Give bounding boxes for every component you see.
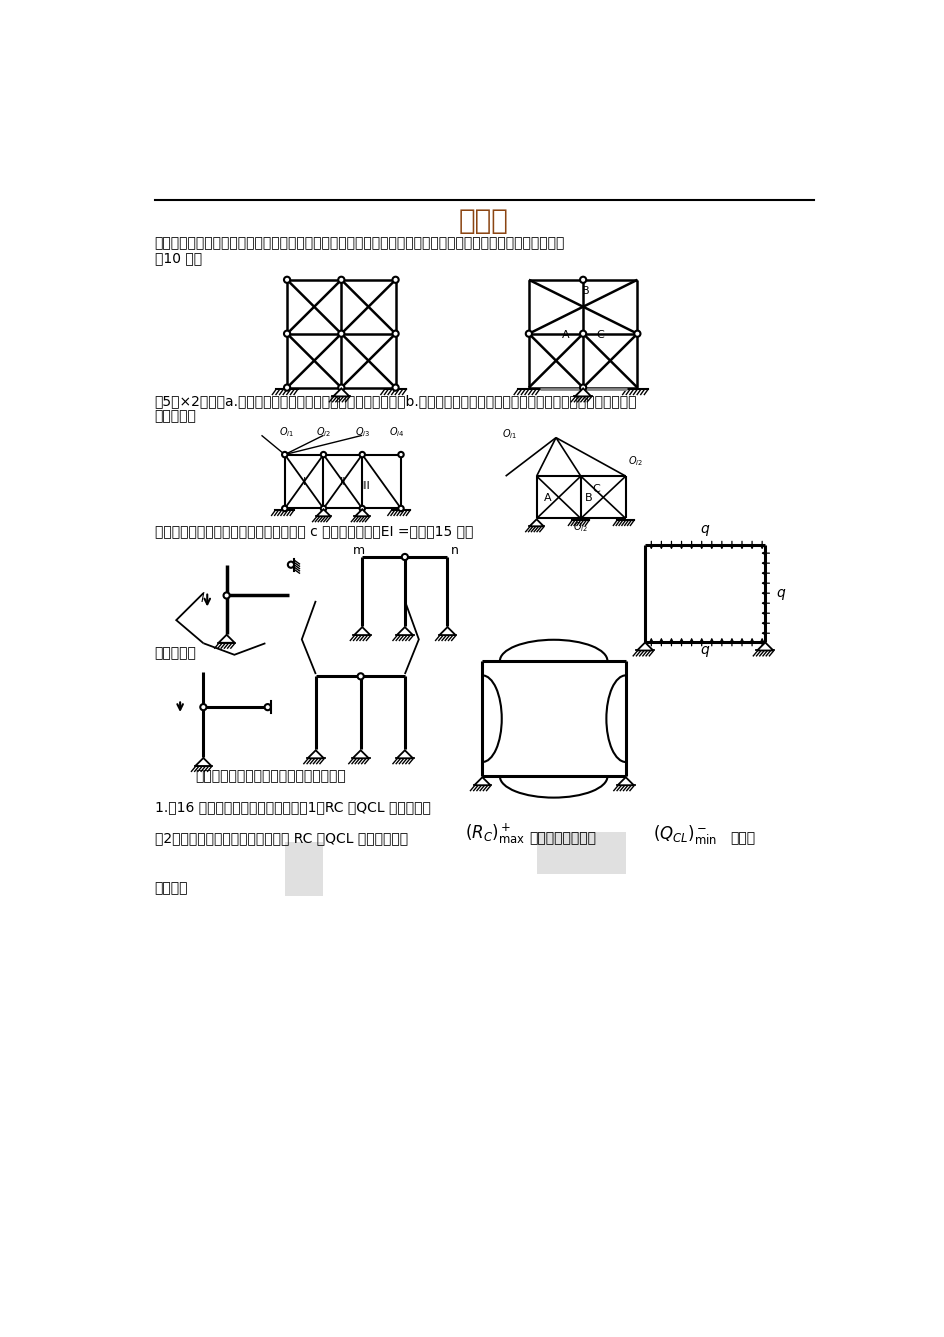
- Text: II: II: [339, 477, 346, 488]
- Polygon shape: [316, 509, 330, 516]
- Circle shape: [284, 385, 290, 390]
- Text: $O_{i1}$: $O_{i1}$: [501, 428, 516, 441]
- Polygon shape: [333, 388, 349, 396]
- Polygon shape: [284, 842, 323, 896]
- Text: （正号最大値）和: （正号最大値）和: [529, 832, 596, 845]
- Text: （5分×2）解：a.几何瞬变体系（用三刚片法则，三铰共线）；b.几何不变体系且无多余约束（体系内部用三刚片法则，三铰: （5分×2）解：a.几何瞬变体系（用三刚片法则，三铰共线）；b.几何不变体系且无…: [155, 394, 636, 408]
- Polygon shape: [439, 627, 455, 635]
- Circle shape: [338, 277, 344, 283]
- Text: 不共线）；: 不共线）；: [155, 409, 196, 422]
- Circle shape: [288, 562, 294, 568]
- Polygon shape: [636, 643, 652, 651]
- Text: 教育资料: 教育资料: [155, 881, 188, 894]
- Text: C: C: [592, 484, 599, 493]
- Text: A: A: [544, 493, 551, 503]
- Circle shape: [264, 705, 271, 710]
- Circle shape: [392, 277, 398, 283]
- Polygon shape: [218, 635, 234, 643]
- Text: I: I: [302, 477, 306, 488]
- Text: B: B: [581, 286, 589, 295]
- Polygon shape: [474, 777, 490, 785]
- Circle shape: [320, 505, 326, 511]
- Text: q: q: [700, 523, 708, 536]
- Circle shape: [392, 385, 398, 390]
- Text: $(R_C)_{\max}^+$: $(R_C)_{\max}^+$: [464, 822, 524, 846]
- Text: $O_{i3}$: $O_{i3}$: [354, 425, 369, 439]
- Circle shape: [224, 592, 229, 599]
- Circle shape: [397, 452, 403, 457]
- Polygon shape: [617, 777, 633, 785]
- Polygon shape: [575, 388, 591, 396]
- Polygon shape: [536, 832, 625, 874]
- Circle shape: [284, 330, 290, 337]
- Polygon shape: [396, 750, 413, 758]
- Text: A: A: [562, 329, 569, 340]
- Circle shape: [281, 505, 287, 511]
- Circle shape: [200, 705, 206, 710]
- Polygon shape: [354, 627, 370, 635]
- Text: 参考答案：: 参考答案：: [155, 646, 196, 660]
- Text: $(Q_{CL})_{\min}^-$: $(Q_{CL})_{\min}^-$: [652, 822, 716, 846]
- Circle shape: [284, 277, 290, 283]
- Text: n: n: [451, 544, 459, 558]
- Polygon shape: [308, 750, 324, 758]
- Circle shape: [580, 385, 585, 390]
- Text: C: C: [596, 329, 603, 340]
- Text: q: q: [775, 586, 784, 600]
- Polygon shape: [756, 643, 772, 651]
- Circle shape: [320, 452, 326, 457]
- Text: （2）在图示移动荷载作用下，利用 RC 、QCL 的影响线，求: （2）在图示移动荷载作用下，利用 RC 、QCL 的影响线，求: [155, 832, 407, 845]
- Text: 试卷一: 试卷一: [459, 206, 508, 234]
- Text: B: B: [584, 493, 592, 503]
- Text: 1.（16 分）对于图示体系，试求：（1）RC 、QCL 的影响线；: 1.（16 分）对于图示体系，试求：（1）RC 、QCL 的影响线；: [155, 801, 430, 814]
- Text: $O_{i2}$: $O_{i2}$: [628, 455, 643, 468]
- Text: （10 分）: （10 分）: [155, 251, 201, 265]
- Text: $O_{i4}$: $O_{i4}$: [389, 425, 404, 439]
- Text: 三、计算题（应有主要计算过程和步骤）: 三、计算题（应有主要计算过程和步骤）: [195, 769, 346, 783]
- Text: l: l: [201, 592, 204, 604]
- Text: 二、画出图示结构弯矩图的形状。其中图 c 各杆件长相等，EI =常数（15 分）: 二、画出图示结构弯矩图的形状。其中图 c 各杆件长相等，EI =常数（15 分）: [155, 524, 472, 539]
- Polygon shape: [195, 758, 211, 766]
- Circle shape: [580, 277, 585, 283]
- Circle shape: [357, 674, 363, 679]
- Circle shape: [392, 330, 398, 337]
- Circle shape: [401, 554, 408, 560]
- Circle shape: [633, 330, 640, 337]
- Circle shape: [281, 452, 287, 457]
- Text: $O_{i2}$: $O_{i2}$: [315, 425, 330, 439]
- Text: q: q: [700, 643, 708, 656]
- Polygon shape: [396, 627, 413, 635]
- Polygon shape: [529, 519, 543, 527]
- Text: $O_{i2}$: $O_{i2}$: [573, 520, 588, 533]
- Polygon shape: [352, 750, 368, 758]
- Circle shape: [397, 505, 403, 511]
- Text: m: m: [352, 544, 364, 558]
- Text: III: III: [361, 481, 371, 491]
- Circle shape: [580, 330, 585, 337]
- Text: $O_{i1}$: $O_{i1}$: [279, 425, 295, 439]
- Circle shape: [525, 330, 531, 337]
- Text: 一、对图示体系进行几何构造分析，并指出有无多余约束，若有，指出其数量。（答题时应有必要的分析过程）: 一、对图示体系进行几何构造分析，并指出有无多余约束，若有，指出其数量。（答题时应…: [155, 237, 565, 250]
- Circle shape: [359, 452, 364, 457]
- Polygon shape: [355, 509, 369, 516]
- Text: （负号: （负号: [730, 832, 754, 845]
- Circle shape: [338, 385, 344, 390]
- Circle shape: [338, 330, 344, 337]
- Circle shape: [359, 505, 364, 511]
